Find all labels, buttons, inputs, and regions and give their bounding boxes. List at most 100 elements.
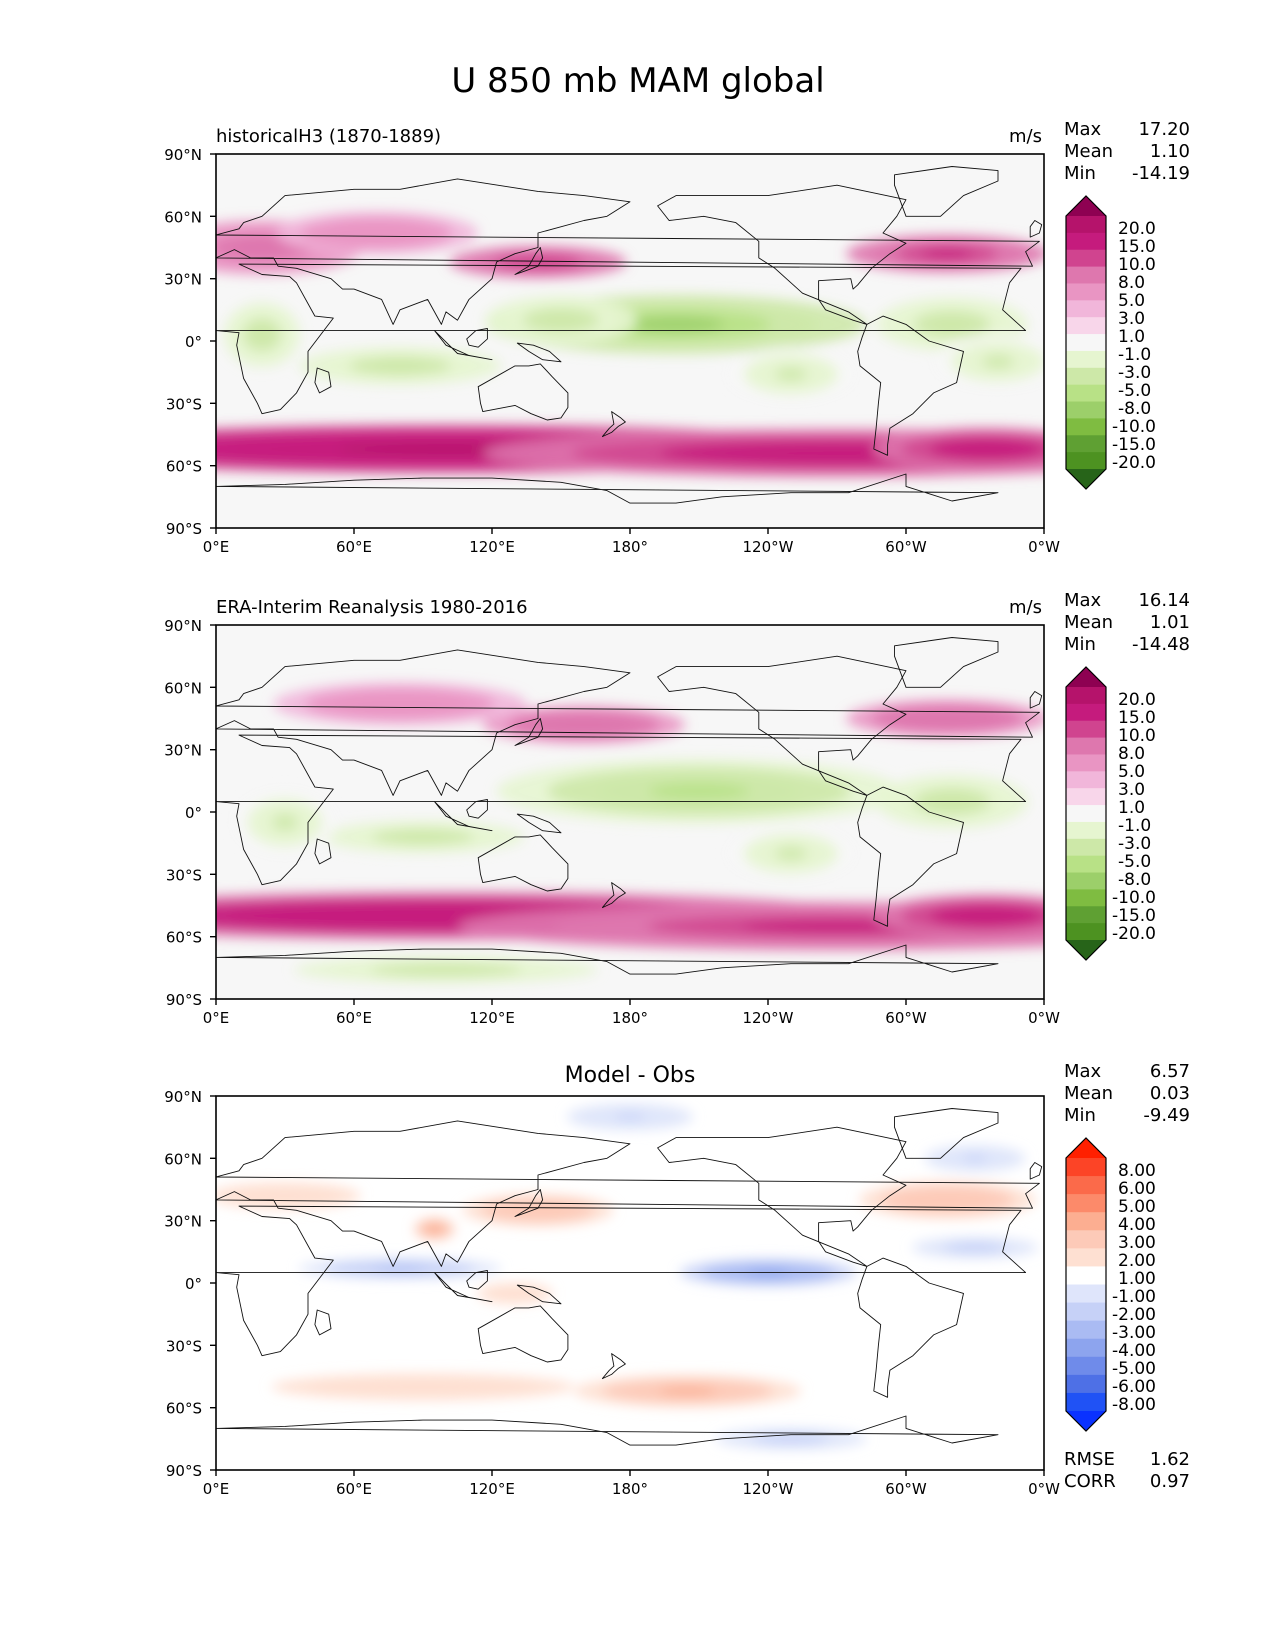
- lon-tick-0e: 0°E: [203, 528, 230, 556]
- colorbar-swatch: [1066, 771, 1106, 789]
- cb-label: -8.0: [1118, 399, 1151, 419]
- colorbar-swatch: [1066, 232, 1106, 251]
- lon-tick-0w: 0°W: [1028, 999, 1060, 1027]
- svg-text:90°S: 90°S: [166, 520, 202, 538]
- colorbar-swatch: [1066, 300, 1106, 318]
- lon-tick-0w: 0°W: [1028, 528, 1060, 556]
- metric-rmse-label: RMSE: [1064, 1449, 1115, 1470]
- stat-min-label: Min: [1064, 163, 1096, 184]
- coastline-antarctica: [216, 944, 999, 975]
- field-contour: [266, 1192, 304, 1200]
- lat-tick-60s: 60°S: [166, 458, 216, 476]
- colorbar-swatch: [1066, 1392, 1106, 1412]
- coastline-indonesia: [434, 330, 493, 361]
- colorbar-swatch: [1066, 1230, 1106, 1249]
- coastline-uk: [1029, 220, 1043, 238]
- field-contour: [659, 1386, 716, 1396]
- coastline-madagascar: [314, 1309, 332, 1336]
- colorbar-swatch: [1066, 754, 1106, 772]
- lat-tick-90n: 90°N: [164, 617, 216, 635]
- coastline-indonesia: [434, 1272, 493, 1303]
- cb-label: -1.0: [1118, 345, 1151, 365]
- cb-label: -1.0: [1118, 816, 1151, 836]
- coastline-antarctica: [216, 1415, 999, 1446]
- cb-label: 2.00: [1118, 1251, 1156, 1271]
- svg-text:120°W: 120°W: [743, 538, 794, 556]
- colorbar: [1065, 666, 1107, 961]
- svg-text:60°E: 60°E: [336, 538, 372, 556]
- field-contours: [216, 682, 1044, 984]
- colorbar-swatch: [1066, 855, 1106, 874]
- colorbar-swatch: [1066, 317, 1106, 335]
- svg-text:30°N: 30°N: [164, 742, 202, 760]
- stats-block: Max 6.57 Mean 0.03 Min -9.49: [1064, 1061, 1190, 1126]
- panel-title: ERA-Interim Reanalysis 1980-2016: [216, 597, 528, 618]
- cb-label: 6.00: [1118, 1179, 1156, 1199]
- stat-min-label: Min: [1064, 634, 1096, 655]
- field-contour: [958, 910, 1015, 922]
- lat-tick-30s: 30°S: [166, 866, 216, 884]
- field-contour: [397, 832, 449, 841]
- lat-tick-60n: 60°N: [164, 1150, 216, 1168]
- svg-text:0°E: 0°E: [203, 538, 230, 556]
- coastline-africa: [216, 734, 1027, 886]
- stat-mean-value: 0.03: [1150, 1083, 1190, 1104]
- lat-tick-90s: 90°S: [166, 991, 216, 1009]
- lon-tick-120w: 120°W: [743, 1470, 794, 1498]
- colorbar-swatch: [1066, 923, 1106, 941]
- colorbar-labels: 20.0 15.0 10.0 8.0 5.0 3.0 1.0 -1.0 -3.0…: [1112, 690, 1156, 944]
- colorbar-swatch: [1066, 788, 1106, 806]
- stat-mean-label: Mean: [1064, 1083, 1113, 1104]
- field-contour: [374, 1265, 426, 1272]
- cb-label: 3.0: [1118, 780, 1145, 800]
- cb-label: 4.00: [1118, 1215, 1156, 1235]
- field-contour: [614, 1113, 646, 1121]
- stat-min-value: -14.19: [1132, 163, 1190, 184]
- svg-text:90°N: 90°N: [164, 1088, 202, 1106]
- coastline-indonesia: [434, 801, 493, 832]
- field-contour: [368, 698, 432, 710]
- stat-mean-value: 1.01: [1150, 612, 1190, 633]
- lon-tick-60e: 60°E: [336, 999, 372, 1027]
- stat-max-label: Max: [1064, 1061, 1102, 1082]
- lon-tick-60w: 60°W: [885, 528, 927, 556]
- cb-label: 20.0: [1118, 219, 1156, 239]
- panel-diff: Model - Obs Max 6.57 Mean 0.03 Min -9.49…: [164, 1061, 1190, 1498]
- colorbar-swatch: [1066, 940, 1106, 960]
- cb-label: 1.0: [1118, 327, 1145, 347]
- lat-tick-0: 0°: [185, 333, 216, 351]
- lon-tick-0e: 0°E: [203, 999, 229, 1027]
- svg-text:0°W: 0°W: [1028, 1009, 1060, 1027]
- svg-text:120°W: 120°W: [743, 1009, 794, 1027]
- colorbar-swatches: [1066, 1138, 1106, 1431]
- lat-tick-90n: 90°N: [164, 146, 216, 164]
- coastlines: [216, 1108, 1043, 1446]
- lon-tick-60e: 60°E: [336, 1470, 372, 1498]
- svg-text:30°S: 30°S: [166, 866, 202, 884]
- coastline-south-america: [857, 1257, 964, 1398]
- cb-label: -4.00: [1112, 1341, 1156, 1361]
- cb-label: -8.00: [1112, 1395, 1156, 1415]
- stat-min-value: -9.49: [1143, 1105, 1190, 1126]
- lon-axis: 0°E 60°E 120°E 180° 120°W 60°W 0°W: [203, 999, 1060, 1027]
- coastline-uk: [1029, 1162, 1043, 1180]
- cb-label: -3.0: [1118, 834, 1151, 854]
- colorbar-swatch: [1066, 350, 1106, 369]
- lon-tick-120w: 120°W: [743, 528, 794, 556]
- stat-min-label: Min: [1064, 1105, 1096, 1126]
- field-contour: [351, 227, 403, 239]
- coastline-new-zealand: [601, 1353, 626, 1380]
- colorbar-swatch: [1066, 418, 1106, 436]
- field-contour: [925, 1195, 970, 1205]
- svg-text:30°S: 30°S: [166, 1337, 202, 1355]
- stat-max-value: 6.57: [1150, 1061, 1190, 1082]
- lat-axis: 90°N 60°N 30°N 0° 30°S 60°S 90°S: [164, 617, 216, 1009]
- cb-label: 5.0: [1118, 291, 1145, 311]
- svg-text:60°E: 60°E: [336, 1009, 372, 1027]
- lat-axis: 90°N 60°N 30°N 0° 30°S 60°S 90°S: [164, 146, 216, 538]
- lon-tick-0w: 0°W: [1028, 1470, 1060, 1498]
- coastline-africa: [216, 263, 1027, 415]
- svg-text:0°E: 0°E: [203, 1480, 230, 1498]
- lat-tick-60s: 60°S: [166, 1400, 216, 1418]
